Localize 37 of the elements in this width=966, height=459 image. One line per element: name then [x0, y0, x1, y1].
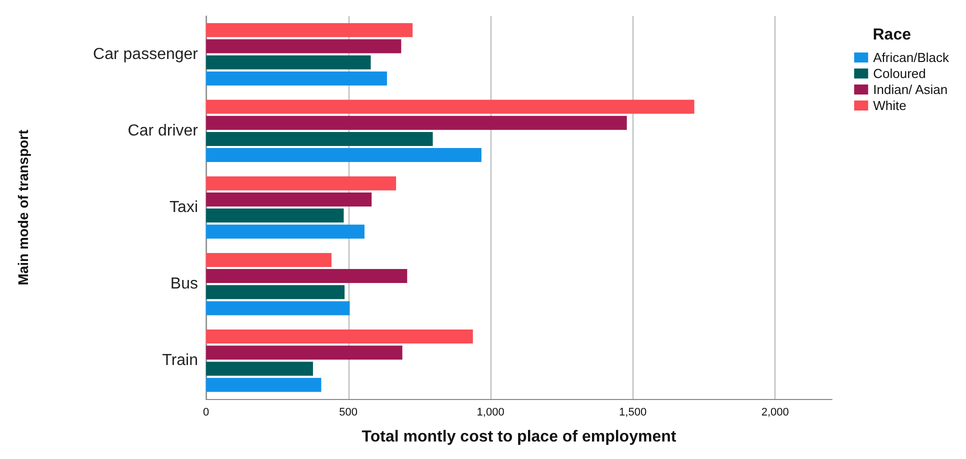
y-tick-label: Car driver	[128, 122, 199, 140]
bar	[206, 208, 344, 223]
y-tick-label: Car passenger	[93, 46, 199, 63]
x-tick-label: 500	[339, 406, 358, 418]
bar	[206, 285, 345, 300]
x-axis-title: Total montly cost to place of employment	[362, 428, 677, 446]
bar	[206, 378, 322, 392]
bar	[206, 148, 482, 162]
legend-title: Race	[872, 26, 912, 44]
bar	[206, 116, 627, 130]
bar	[206, 192, 372, 206]
legend-label: Indian/ Asian	[873, 82, 948, 97]
legend-label: African/Black	[873, 50, 950, 65]
bar	[206, 330, 473, 344]
legend-label: Coloured	[873, 66, 926, 81]
y-tick-label: Taxi	[170, 199, 198, 216]
x-tick-label: 1,000	[476, 406, 504, 418]
bar	[206, 269, 408, 284]
legend-label: White	[873, 98, 906, 113]
x-tick-label: 0	[202, 406, 210, 418]
bar	[206, 39, 402, 54]
y-axis-title: Main mode of transport	[15, 129, 31, 286]
bar	[206, 71, 387, 86]
bar	[206, 224, 364, 239]
x-tick-label: 2,000	[761, 406, 789, 418]
bar	[206, 132, 433, 146]
y-tick-label: Bus	[170, 276, 198, 293]
bar	[206, 346, 402, 360]
y-tick-label: Train	[162, 352, 198, 370]
x-tick-label: 1,500	[619, 406, 647, 418]
bar	[206, 55, 371, 70]
bar	[206, 362, 313, 376]
bar	[206, 100, 694, 114]
bar	[206, 176, 396, 190]
bar	[206, 23, 413, 38]
bar	[206, 301, 350, 316]
bar	[206, 252, 332, 267]
